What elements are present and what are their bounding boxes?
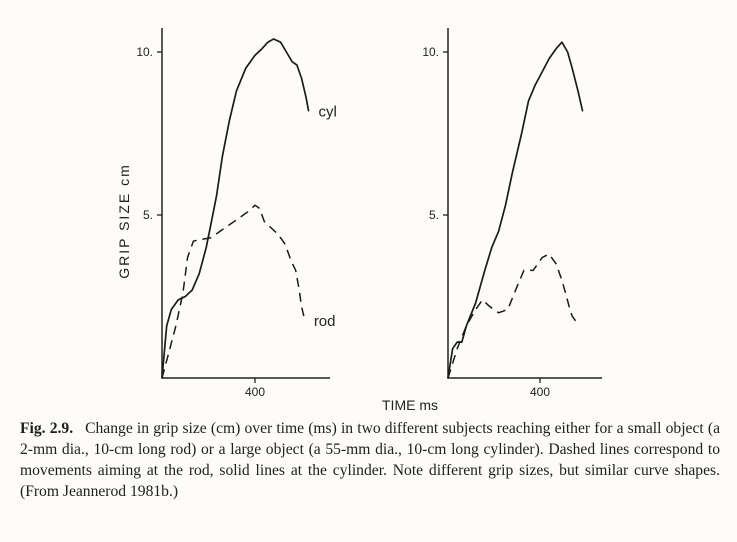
left-x-tick-label-400: 400 (245, 385, 265, 399)
figure-caption: Fig. 2.9. Change in grip size (cm) over t… (20, 418, 720, 502)
left-y-tick-label-5: 5. (143, 208, 153, 222)
left-series-label-cyl: cyl (318, 104, 336, 121)
chart-area: 5. 10. 400 cyl rod GRIP SIZE cm TIME ms 5. 10. 40… (116, 28, 602, 410)
left-y-tick-label-10: 10. (136, 45, 153, 59)
left-x-axis-title: TIME ms (382, 397, 438, 410)
left-series-label-rod: rod (314, 313, 336, 330)
right-series-solid-line (447, 41, 584, 379)
right-y-tick-label-10: 10. (422, 45, 439, 59)
left-series-cyl-line (161, 38, 310, 379)
right-series-dashed-line (447, 253, 578, 379)
caption-text: Change in grip size (cm) over time (ms) … (20, 420, 720, 500)
right-x-tick-label-400: 400 (530, 385, 550, 399)
left-y-axis-title: GRIP SIZE cm (116, 163, 132, 279)
right-y-tick-label-5: 5. (429, 208, 439, 222)
left-series-rod-line (161, 204, 305, 379)
caption-label: Fig. 2.9. (20, 420, 74, 437)
